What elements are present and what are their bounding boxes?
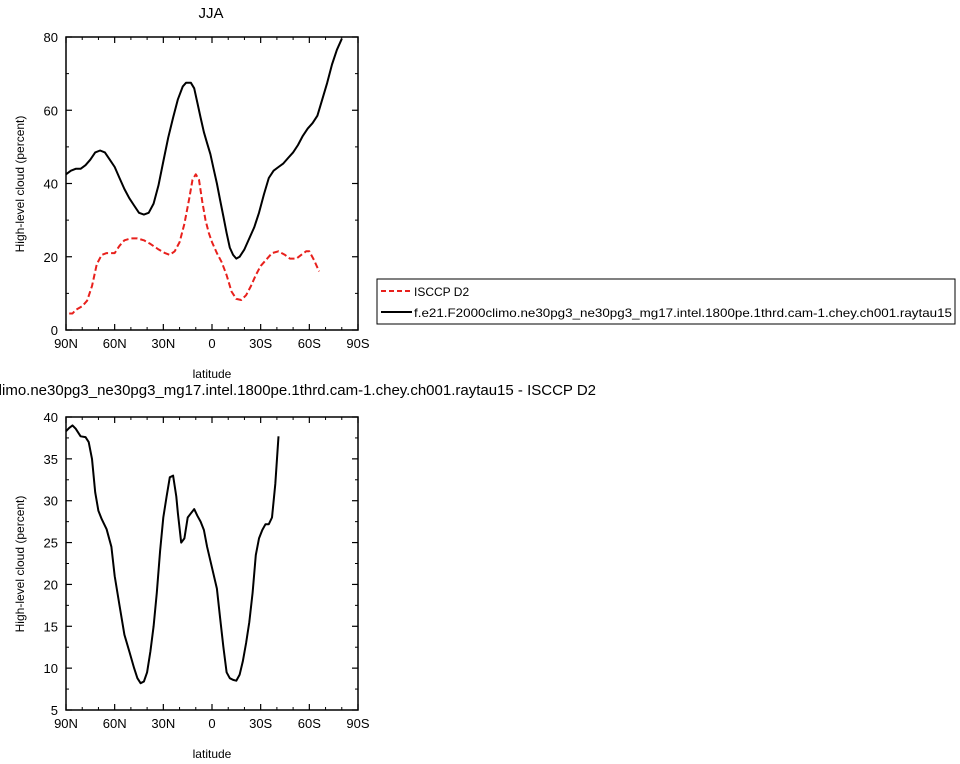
- legend-label-model: f.e21.F2000climo.ne30pg3_ne30pg3_mg17.in…: [414, 306, 952, 320]
- bottom-x-tick-label: 30N: [151, 716, 175, 731]
- bottom-y-tick-label: 10: [44, 661, 58, 676]
- top-x-tick-label: 90N: [54, 336, 78, 351]
- top-chart-lines: [65, 38, 343, 315]
- top-y-tick-label: 60: [44, 103, 58, 118]
- top-x-tick-label: 60S: [298, 336, 321, 351]
- bottom-chart-panel: f.e21.F2000climo.ne30pg3_ne30pg3_mg17.in…: [0, 382, 596, 761]
- top-x-tick-label: 0: [208, 336, 215, 351]
- bottom-x-tick-label: 60N: [103, 716, 127, 731]
- bottom-y-tick-label: 30: [44, 494, 58, 509]
- bottom-x-tick-label: 60S: [298, 716, 321, 731]
- bottom-series-line-0: [65, 424, 280, 685]
- bottom-x-tick-label: 90N: [54, 716, 78, 731]
- bottom-chart-title: f.e21.F2000climo.ne30pg3_ne30pg3_mg17.in…: [0, 382, 596, 399]
- bottom-y-tick-label: 15: [44, 619, 58, 634]
- bottom-x-tick-label: 30S: [249, 716, 272, 731]
- top-y-tick-label: 20: [44, 250, 58, 265]
- top-chart-plot-frame: [65, 36, 359, 331]
- top-x-tick-label: 30N: [151, 336, 175, 351]
- bottom-chart-lines: [65, 424, 280, 685]
- legend-box: [376, 278, 956, 325]
- top-y-tick-label: 0: [51, 323, 58, 338]
- bottom-chart-x-axis-label: latitude: [193, 747, 232, 761]
- legend-label-isccp: ISCCP D2: [414, 285, 469, 299]
- bottom-x-tick-label: 90S: [346, 716, 369, 731]
- bottom-y-tick-label: 25: [44, 536, 58, 551]
- top-chart-legend: ISCCP D2 f.e21.F2000climo.ne30pg3_ne30pg…: [376, 278, 956, 325]
- top-x-tick-label: 30S: [249, 336, 272, 351]
- top-y-tick-label: 80: [44, 30, 58, 45]
- top-series-line-1: [65, 38, 343, 260]
- top-chart-title: JJA: [198, 5, 223, 22]
- bottom-y-tick-label: 20: [44, 577, 58, 592]
- bottom-chart-y-axis-label: High-level cloud (percent): [13, 496, 27, 633]
- top-series-line-0: [69, 173, 321, 315]
- bottom-y-tick-label: 40: [44, 410, 58, 425]
- top-chart-panel: JJA 90N 60N 30N 0 30S 60S 90S 0 20 40 60 80 latitud…: [13, 5, 370, 381]
- top-y-tick-label: 40: [44, 177, 58, 192]
- top-x-tick-label: 90S: [346, 336, 369, 351]
- top-chart-x-axis-label: latitude: [193, 367, 232, 381]
- top-chart-ticks: 90N 60N 30N 0 30S 60S 90S 0 20 40 60 80: [44, 30, 370, 351]
- bottom-y-tick-label: 35: [44, 452, 58, 467]
- bottom-y-tick-label: 5: [51, 703, 58, 718]
- top-chart-y-axis-label: High-level cloud (percent): [13, 116, 27, 253]
- bottom-x-tick-label: 0: [208, 716, 215, 731]
- top-x-tick-label: 60N: [103, 336, 127, 351]
- bottom-chart-ticks: 90N 60N 30N 0 30S 60S 90S 5 10 15 20 25 30 35 40: [44, 410, 370, 731]
